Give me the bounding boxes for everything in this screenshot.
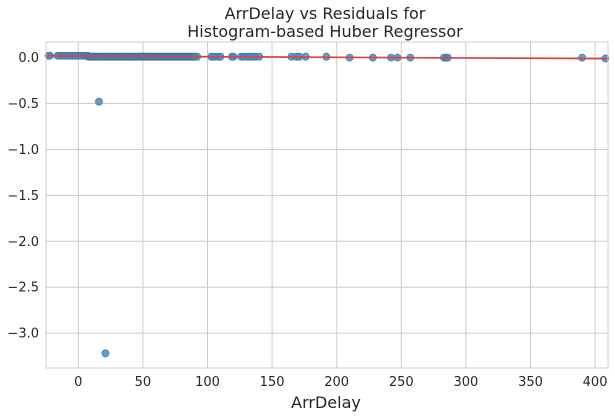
data-point [578,53,587,62]
y-tick-label: −0.5 [7,97,39,112]
fit-line [45,54,609,60]
y-tick-labels: 0.0 −0.5 −1.0 −1.5 −2.0 −2.5 −3.0 [7,51,39,341]
x-tick-label: 400 [583,375,608,390]
y-tick-label: 0.0 [18,51,39,66]
grid-layer [46,42,608,368]
y-tick-label: −1.0 [7,143,39,158]
chart-title-line-1: ArrDelay vs Residuals for [225,4,426,23]
x-tick-label: 0 [74,375,82,390]
y-tick-label: −1.5 [7,189,39,204]
y-tick-label: −2.0 [7,235,39,250]
data-point [95,97,103,106]
y-tick-label: −3.0 [7,327,39,342]
plot-frame [45,41,609,369]
x-tick-label: 150 [260,375,285,390]
x-tick-label: 50 [135,375,152,390]
x-axis-label: ArrDelay [291,393,361,412]
x-tick-label: 200 [324,375,349,390]
y-tick-label: −2.5 [7,281,39,296]
x-tick-label: 300 [453,375,478,390]
x-tick-label: 250 [389,375,414,390]
x-tick-label: 100 [195,375,220,390]
x-tick-labels: 0 50 100 150 200 250 300 350 400 [74,375,607,390]
chart-title-line-2: Histogram-based Huber Regressor [187,22,463,41]
x-tick-label: 350 [518,375,543,390]
data-point [101,349,110,358]
